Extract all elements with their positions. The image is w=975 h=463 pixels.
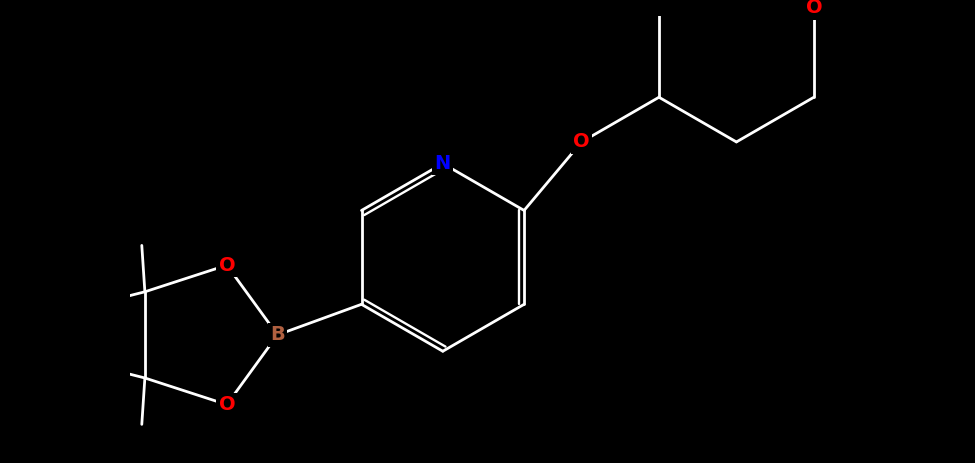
Text: N: N	[435, 154, 450, 173]
Text: B: B	[270, 325, 285, 344]
Text: O: O	[573, 132, 590, 151]
Text: O: O	[218, 395, 235, 414]
Text: O: O	[805, 0, 822, 17]
Text: O: O	[218, 256, 235, 275]
